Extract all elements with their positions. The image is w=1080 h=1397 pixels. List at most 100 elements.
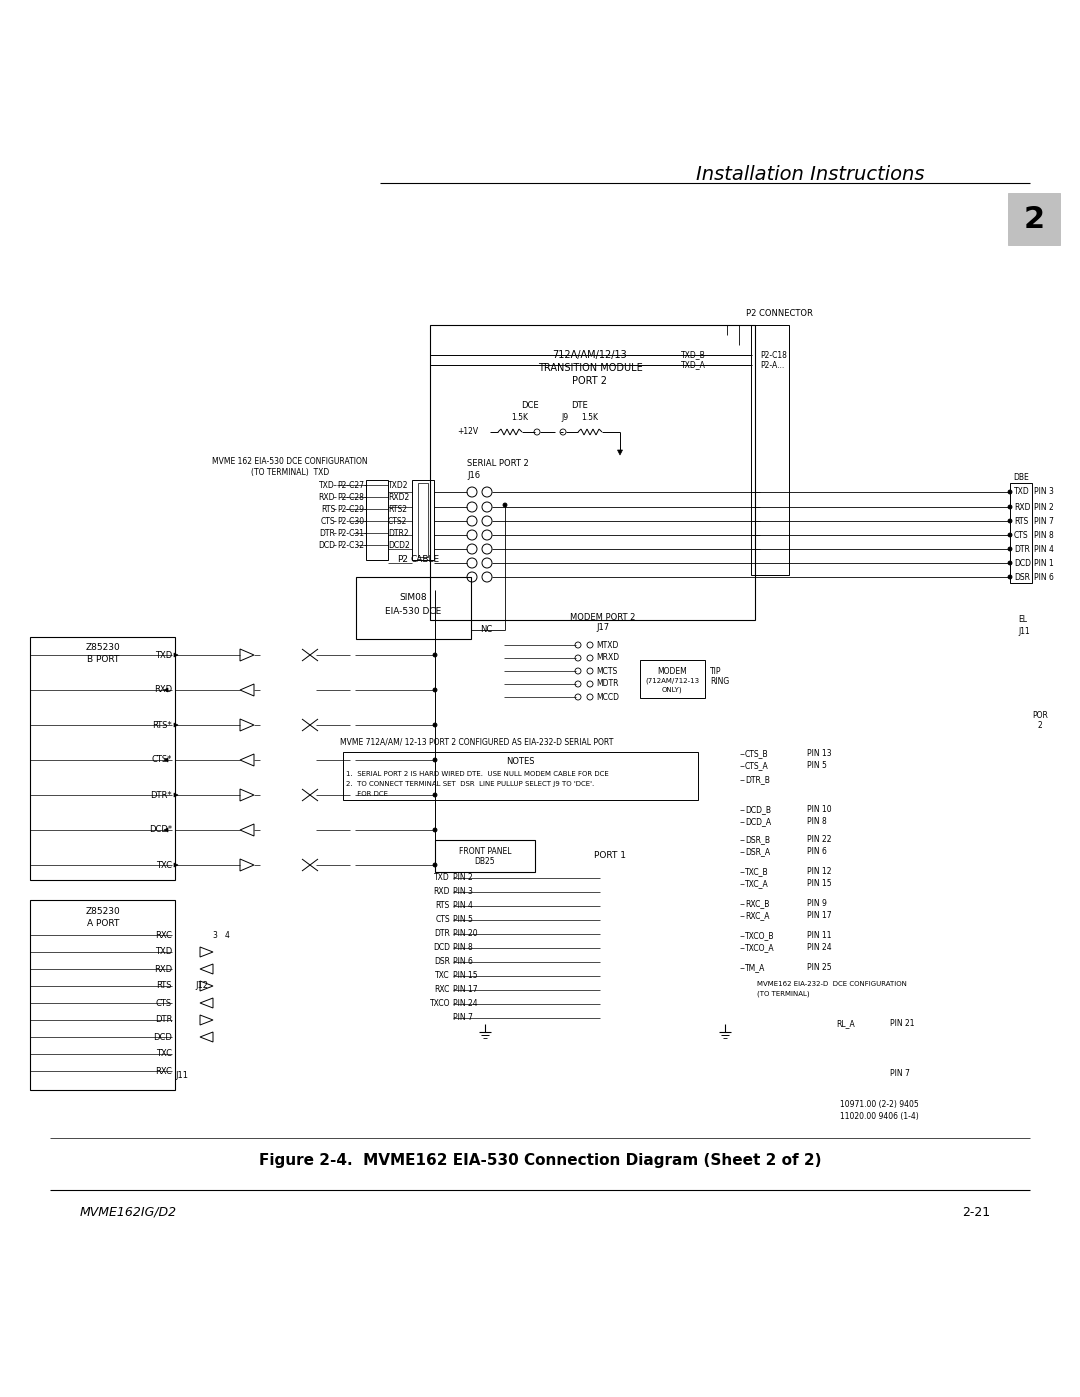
Text: PIN 15: PIN 15	[453, 971, 477, 981]
Text: MVME 712A/AM/ 12-13 PORT 2 CONFIGURED AS EIA-232-D SERIAL PORT: MVME 712A/AM/ 12-13 PORT 2 CONFIGURED AS…	[340, 738, 613, 746]
Text: PIN 21: PIN 21	[890, 1020, 915, 1028]
Text: P2-C18: P2-C18	[760, 351, 787, 359]
Text: J11: J11	[175, 1070, 188, 1080]
Bar	[30, 637, 175, 880]
Bar	[366, 481, 388, 560]
Text: FOR DCE: FOR DCE	[346, 791, 388, 798]
Text: J12: J12	[195, 981, 208, 989]
Text: ONLY): ONLY)	[662, 687, 683, 693]
Text: RXC: RXC	[434, 985, 450, 995]
Text: RXD: RXD	[153, 686, 172, 694]
Text: DSR_B: DSR_B	[745, 835, 770, 845]
Text: RTS: RTS	[321, 504, 335, 514]
Text: SIM08: SIM08	[400, 594, 427, 602]
Bar	[430, 326, 755, 620]
Text: 2-21: 2-21	[962, 1206, 990, 1218]
Text: RTS*: RTS*	[152, 721, 172, 729]
Text: MVME162 EIA-232-D  DCE CONFIGURATION: MVME162 EIA-232-D DCE CONFIGURATION	[757, 981, 907, 988]
Bar	[435, 840, 535, 872]
Text: NOTES: NOTES	[505, 757, 535, 767]
Text: PIN 24: PIN 24	[453, 999, 477, 1009]
Text: P2-C29: P2-C29	[337, 504, 364, 514]
Text: PIN 3: PIN 3	[1034, 488, 1054, 496]
Bar	[1008, 193, 1059, 244]
Text: TXD: TXD	[154, 947, 172, 957]
Text: SERIAL PORT 2: SERIAL PORT 2	[467, 458, 529, 468]
Circle shape	[433, 828, 437, 833]
Text: CTS2: CTS2	[388, 517, 407, 525]
Text: MODEM: MODEM	[657, 666, 687, 676]
Text: TRANSITION MODULE: TRANSITION MODULE	[538, 363, 643, 373]
Text: PIN 12: PIN 12	[807, 868, 832, 876]
Text: TXD: TXD	[154, 651, 172, 659]
Text: RXD: RXD	[1014, 503, 1030, 511]
Text: DCD: DCD	[1014, 559, 1031, 567]
Circle shape	[433, 652, 437, 657]
Polygon shape	[164, 828, 168, 833]
Text: DTR: DTR	[154, 1016, 172, 1024]
Text: PIN 5: PIN 5	[807, 761, 827, 771]
Text: B PORT: B PORT	[86, 655, 119, 664]
Text: PIN 1: PIN 1	[1034, 559, 1054, 567]
Text: CTS: CTS	[435, 915, 450, 925]
Bar	[30, 900, 175, 1090]
Text: PIN 20: PIN 20	[453, 929, 477, 939]
Text: 11020.00 9406 (1-4): 11020.00 9406 (1-4)	[840, 1112, 919, 1120]
Text: +12V: +12V	[457, 427, 478, 436]
Text: RTS: RTS	[1014, 517, 1028, 525]
Text: TXC: TXC	[435, 971, 450, 981]
Text: PIN 10: PIN 10	[807, 806, 832, 814]
Text: PIN 4: PIN 4	[1034, 545, 1054, 553]
Text: PIN 6: PIN 6	[1034, 573, 1054, 581]
Text: J9: J9	[562, 414, 568, 422]
Text: Installation Instructions: Installation Instructions	[696, 165, 924, 184]
Text: P2-C30: P2-C30	[337, 517, 364, 525]
Bar	[356, 577, 471, 638]
Text: PIN 6: PIN 6	[453, 957, 473, 967]
Polygon shape	[174, 652, 178, 657]
Polygon shape	[174, 863, 178, 868]
Text: MTXD: MTXD	[596, 640, 619, 650]
Text: PIN 8: PIN 8	[453, 943, 473, 953]
Text: DTR2: DTR2	[388, 528, 408, 538]
Polygon shape	[164, 759, 168, 761]
Text: PIN 8: PIN 8	[1034, 531, 1054, 539]
Text: DTR: DTR	[319, 528, 335, 538]
Text: 2: 2	[1024, 205, 1044, 235]
Text: J17: J17	[596, 623, 609, 633]
Text: CTS: CTS	[156, 999, 172, 1007]
Text: PIN 13: PIN 13	[807, 750, 832, 759]
Text: RXD: RXD	[433, 887, 450, 897]
Bar	[343, 752, 698, 800]
Circle shape	[433, 759, 437, 761]
Circle shape	[1008, 534, 1012, 536]
Text: DCD*: DCD*	[149, 826, 172, 834]
Text: DSR: DSR	[434, 957, 450, 967]
Text: P2-C31: P2-C31	[337, 528, 364, 538]
Text: PIN 7: PIN 7	[1034, 517, 1054, 525]
Text: PIN 11: PIN 11	[807, 932, 832, 940]
Text: DTR: DTR	[434, 929, 450, 939]
Circle shape	[433, 724, 437, 726]
Text: PIN 2: PIN 2	[1034, 503, 1054, 511]
Text: TXCO_B: TXCO_B	[745, 932, 774, 940]
Text: RTS: RTS	[435, 901, 450, 911]
Text: CABLE: CABLE	[410, 556, 440, 564]
Text: PIN 9: PIN 9	[807, 900, 827, 908]
Circle shape	[503, 503, 507, 507]
Text: PIN 15: PIN 15	[807, 880, 832, 888]
Text: TXCO_A: TXCO_A	[745, 943, 774, 953]
Text: PIN 6: PIN 6	[807, 848, 827, 856]
Text: PIN 5: PIN 5	[453, 915, 473, 925]
Text: RXD2: RXD2	[388, 493, 409, 502]
Text: 4: 4	[225, 930, 230, 940]
Text: PIN 17: PIN 17	[453, 985, 477, 995]
Text: 10971.00 (2-2) 9405: 10971.00 (2-2) 9405	[840, 1101, 919, 1109]
Circle shape	[1008, 490, 1012, 495]
Text: TXD: TXD	[1014, 488, 1029, 496]
Text: MCTS: MCTS	[596, 666, 618, 676]
Text: TM_A: TM_A	[745, 964, 766, 972]
Text: PIN 24: PIN 24	[807, 943, 832, 953]
Text: 1.5K: 1.5K	[581, 414, 598, 422]
Text: RL_A: RL_A	[836, 1020, 854, 1028]
